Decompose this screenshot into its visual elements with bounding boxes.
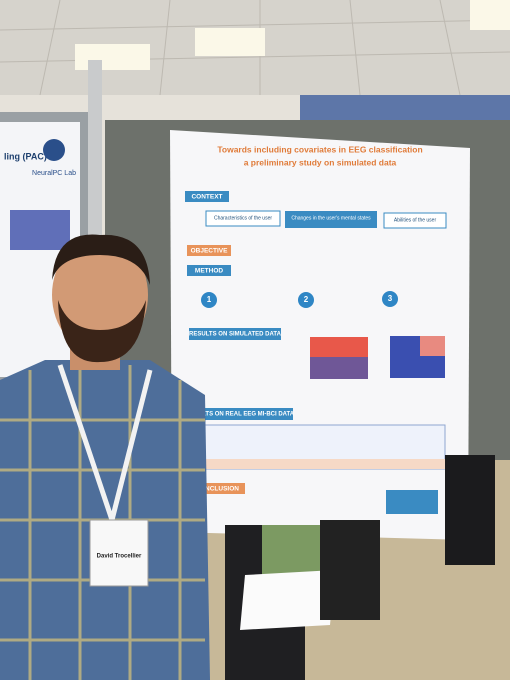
poster-subtitle: a preliminary study on simulated data xyxy=(244,157,397,167)
section-label-bg xyxy=(199,483,245,494)
section-label-bg xyxy=(187,265,231,276)
lab-name: NeuralPC Lab xyxy=(32,170,76,177)
context-box xyxy=(383,212,447,229)
badge xyxy=(89,519,149,587)
ceiling-light xyxy=(75,44,150,70)
section-label: METHOD xyxy=(195,268,223,275)
section-label: NCLUSION xyxy=(205,486,239,493)
person-background xyxy=(445,455,495,565)
section-label-bg xyxy=(189,328,281,340)
ceiling-light xyxy=(470,0,510,30)
context-box-text: Changes in the user's mental states xyxy=(291,215,371,221)
qr-box xyxy=(386,490,438,514)
step-number: 2 xyxy=(304,295,309,304)
step-circle xyxy=(298,292,314,308)
section-label-bg xyxy=(199,408,293,420)
lab-logo xyxy=(43,139,65,161)
step-circle xyxy=(382,291,398,307)
section-label: CONTEXT xyxy=(191,194,222,201)
person-background xyxy=(320,520,380,620)
left-poster-figure xyxy=(10,210,70,250)
section-label-bg xyxy=(187,245,231,256)
face xyxy=(52,237,148,353)
left-poster-title: ling (PAC) xyxy=(4,151,47,161)
badge-name: David Trocellier xyxy=(97,554,142,560)
context-box xyxy=(285,211,377,228)
hair xyxy=(52,234,150,285)
poster-title: Towards including covariates in EEG clas… xyxy=(217,144,422,154)
section-label-bg xyxy=(185,191,229,202)
step-number: 1 xyxy=(207,295,212,304)
heatmap-part xyxy=(420,336,445,356)
section-label: RESULTS ON SIMULATED DATA xyxy=(189,332,282,338)
beard xyxy=(58,300,146,363)
context-box-text: Characteristics of the user xyxy=(214,215,272,221)
context-box-text: Abilities of the user xyxy=(394,217,437,223)
step-number: 3 xyxy=(388,294,393,303)
section-label: OBJECTIVE xyxy=(191,248,229,255)
step-circle xyxy=(201,292,217,308)
context-box xyxy=(205,210,281,227)
papers xyxy=(240,570,335,630)
section-label: ULTS ON REAL EEG MI-BCI DATA xyxy=(198,412,295,418)
heatmap-part xyxy=(310,357,368,379)
ceiling-light xyxy=(195,28,265,56)
results-table-row xyxy=(205,459,445,469)
